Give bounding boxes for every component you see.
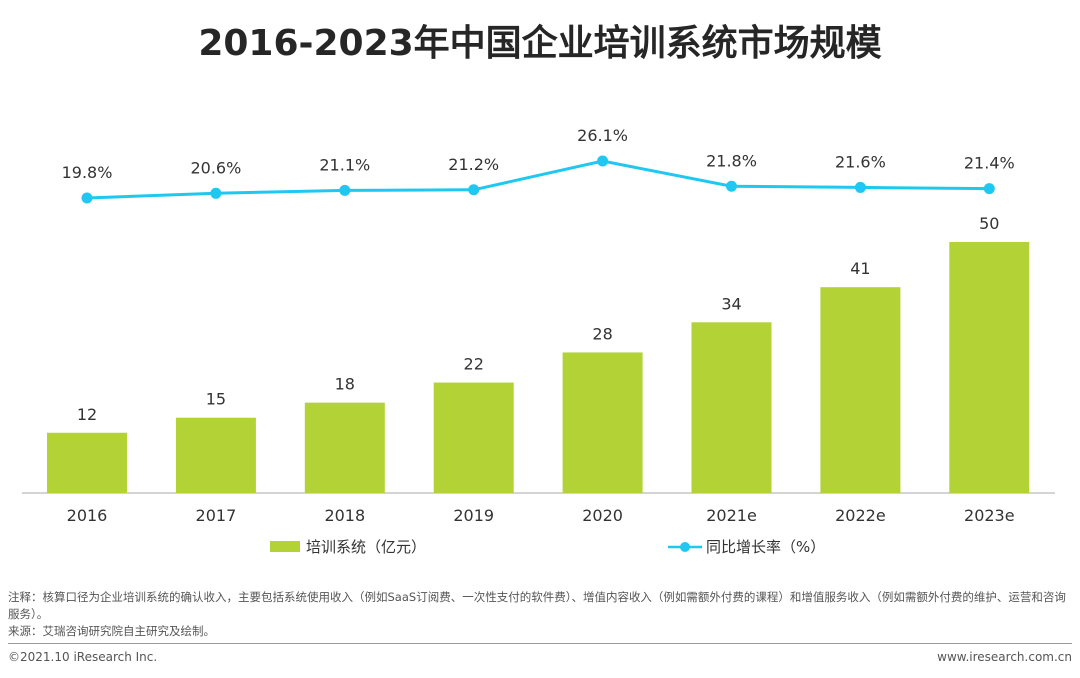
line-data-label: 21.2%	[448, 155, 499, 174]
x-tick-label: 2021e	[706, 506, 757, 525]
growth-point	[210, 187, 222, 199]
legend-line-label: 同比增长率（%）	[706, 538, 826, 556]
growth-line	[86, 159, 990, 200]
bar-data-label: 22	[464, 355, 484, 374]
chart-title: 2016-2023年中国企业培训系统市场规模	[198, 23, 882, 64]
source-text: 来源：艾瑞咨询研究院自主研究及绘制。	[8, 624, 215, 638]
legend-line-swatch	[668, 541, 702, 552]
growth-point	[983, 183, 995, 195]
bar	[433, 382, 514, 493]
bar	[562, 352, 643, 493]
x-tick-label: 2020	[582, 506, 623, 525]
growth-point	[854, 181, 866, 193]
x-tick-label: 2017	[196, 506, 237, 525]
bar	[175, 417, 256, 493]
bar-data-label: 50	[979, 214, 999, 233]
growth-point	[726, 180, 737, 192]
line-data-label: 21.4%	[964, 154, 1015, 173]
divider	[8, 643, 1072, 644]
copyright: ©2021.10 iResearch Inc.	[8, 650, 158, 664]
bar-data-label: 34	[721, 294, 741, 313]
bar	[820, 287, 901, 493]
line-data-label: 26.1%	[577, 126, 628, 145]
bar-data-label: 41	[850, 259, 870, 278]
website-link[interactable]: www.iresearch.com.cn	[937, 650, 1072, 664]
legend-bar-label: 培训系统（亿元）	[306, 538, 427, 556]
growth-point	[339, 184, 351, 196]
bar-data-label: 28	[592, 324, 612, 343]
legend-bar-swatch	[270, 541, 300, 552]
line-data-label: 19.8%	[62, 163, 113, 182]
bar-data-label: 12	[77, 405, 97, 424]
x-tick-label: 2016	[67, 506, 108, 525]
line-data-label: 20.6%	[190, 158, 241, 177]
x-tick-label: 2022e	[835, 506, 886, 525]
bar	[47, 432, 127, 493]
bar	[304, 402, 385, 493]
growth-point	[597, 155, 609, 167]
line-data-label: 21.8%	[706, 151, 757, 170]
bar	[949, 242, 1030, 493]
footnotes: 注释：核算口径为企业培训系统的确认收入，主要包括系统使用收入（例如SaaS订阅费…	[8, 589, 1074, 640]
bar	[691, 322, 772, 493]
legend-bar: 培训系统（亿元）	[270, 536, 426, 557]
x-tick-label: 2023e	[964, 506, 1015, 525]
line-data-label: 21.6%	[835, 152, 886, 171]
line-data-label: 21.1%	[319, 155, 370, 174]
x-tick-label: 2018	[324, 506, 365, 525]
growth-point	[81, 192, 93, 204]
x-tick-label: 2019	[453, 506, 494, 525]
chart-svg: 12 2016 15 2017 18 2018 22 2019 28 2020 34 2021e 41 2…	[22, 126, 1055, 525]
bar-data-label: 15	[206, 390, 226, 409]
legend-line: 同比增长率（%）	[668, 536, 825, 557]
growth-point	[468, 184, 480, 196]
note-text: 注释：核算口径为企业培训系统的确认收入，主要包括系统使用收入（例如SaaS订阅费…	[8, 590, 1066, 621]
bar-data-label: 18	[335, 375, 355, 394]
